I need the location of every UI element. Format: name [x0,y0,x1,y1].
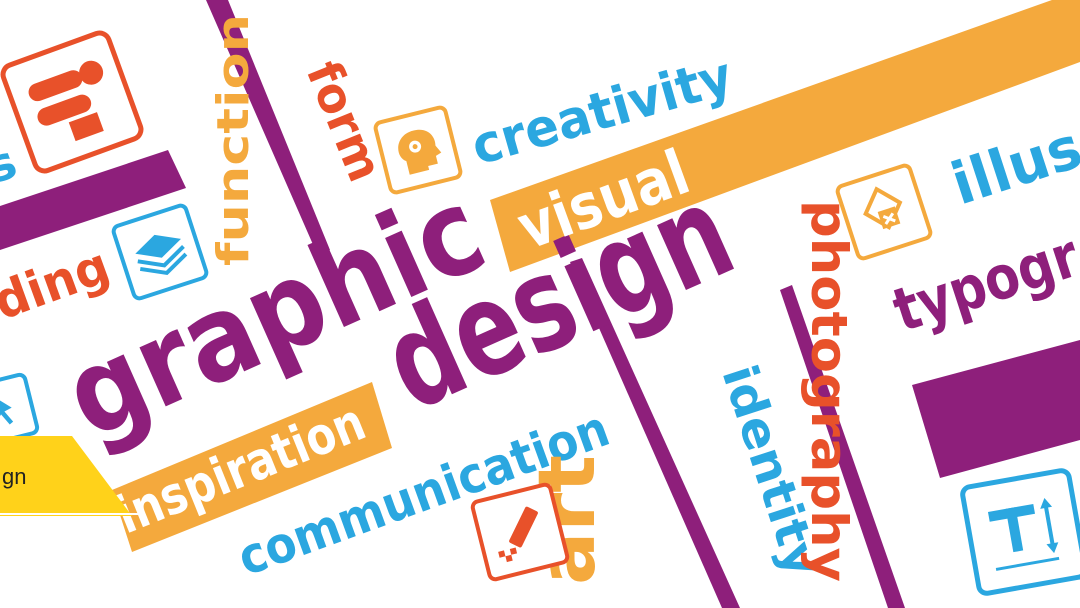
head-gears-icon [373,105,463,195]
orange-band-visual [490,0,1080,272]
category-tag[interactable]: gn [0,436,142,516]
word-photography: photography [800,200,858,582]
shapes-icon [835,163,933,261]
word-left-fragment: s [0,134,24,194]
word-function: function [208,14,259,266]
purple-block-right [912,340,1080,478]
orange-band-inspiration [112,382,392,552]
text-tool-icon [960,468,1080,596]
pencil-icon [470,482,570,582]
pointer-icon [0,372,40,448]
tool-icon [0,30,144,174]
purple-line-center [570,258,740,608]
purple-line-right [780,285,905,608]
purple-line-left [206,0,330,256]
category-tag-label: gn [2,464,26,489]
layers-icon [111,203,209,301]
purple-band-left [0,150,186,250]
word-illustration: illus [943,113,1080,218]
